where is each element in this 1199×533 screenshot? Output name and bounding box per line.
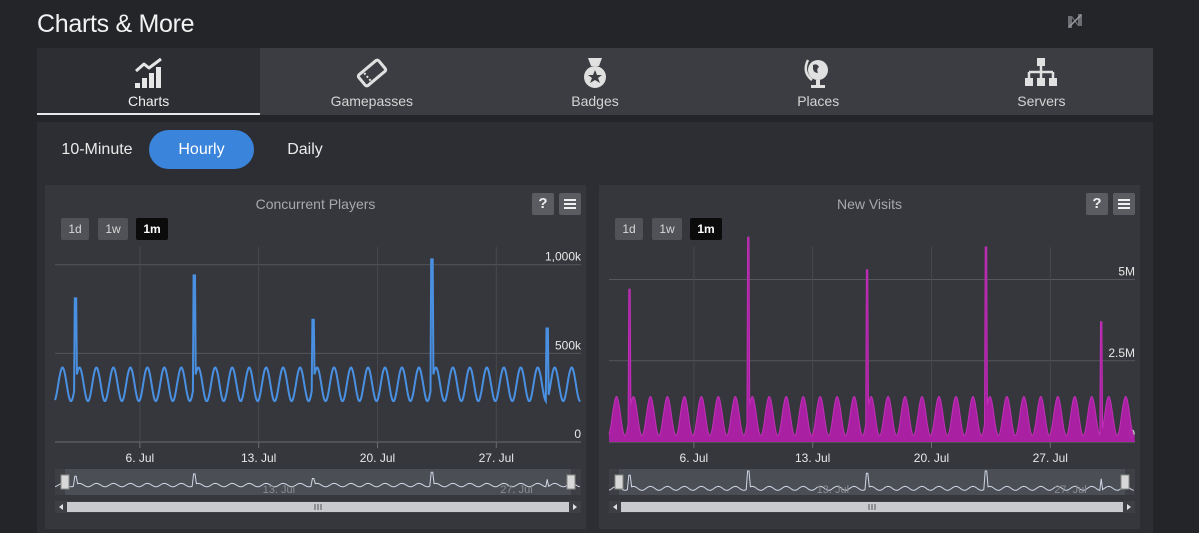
x-tick-label: 20. Jul	[360, 451, 395, 465]
navigator-handle-left[interactable]	[614, 474, 624, 490]
range-1m-button[interactable]: 1m	[136, 218, 168, 240]
y-tick-label: 1,000k	[545, 250, 582, 264]
tab-charts[interactable]: Charts	[37, 48, 261, 115]
hamburger-icon	[564, 199, 576, 209]
tab-label: Badges	[571, 93, 619, 109]
page-title: Charts & More	[37, 10, 195, 38]
range-1d-button[interactable]: 1d	[61, 218, 89, 240]
navigator-label: 13. Jul	[817, 484, 849, 496]
series-line	[54, 258, 581, 405]
series-line	[608, 236, 1135, 436]
x-tick-label: 27. Jul	[1033, 451, 1068, 465]
interval-hourly[interactable]: Hourly	[149, 130, 254, 169]
x-tick-label: 20. Jul	[914, 451, 949, 465]
chart-panel-concurrent-players: 0 500k 1,000k 6. Jul 13. Jul 20. Jul 27. Jul 13…	[45, 185, 586, 529]
menu-button[interactable]	[1113, 193, 1135, 215]
menu-button[interactable]	[559, 193, 581, 215]
concurrent-players-chart: 0 500k 1,000k 6. Jul 13. Jul 20. Jul 27. Jul 13…	[54, 247, 582, 513]
range-1m-button[interactable]: 1m	[690, 218, 722, 240]
tab-label: Gamepasses	[330, 93, 414, 109]
tab-places[interactable]: Places	[707, 48, 930, 115]
n-logo-icon	[1068, 14, 1082, 28]
navigator-handle-left[interactable]	[60, 474, 70, 490]
tab-label: Charts	[127, 93, 170, 109]
y-tick-label: 0	[574, 427, 581, 441]
tab-gamepasses[interactable]: Gamepasses	[260, 48, 483, 115]
bar-chart-icon	[134, 57, 162, 88]
interval-daily[interactable]: Daily	[287, 141, 323, 158]
navigator-handle-right[interactable]	[566, 474, 576, 490]
sitemap-icon	[1025, 58, 1058, 86]
chart-title: Concurrent Players	[255, 196, 376, 212]
scroll-left-arrow[interactable]	[613, 504, 617, 510]
y-tick-label: 2.5M	[1108, 346, 1135, 360]
x-tick-label: 6. Jul	[680, 451, 709, 465]
x-tick-label: 13. Jul	[241, 451, 276, 465]
range-1w-button[interactable]: 1w	[98, 218, 128, 240]
hamburger-icon	[1118, 199, 1130, 209]
x-tick-label: 13. Jul	[795, 451, 830, 465]
help-button[interactable]: ?	[532, 193, 554, 215]
ticket-icon	[356, 58, 387, 88]
tab-label: Places	[797, 93, 840, 109]
medal-icon	[584, 58, 606, 88]
y-tick-label: 500k	[555, 338, 582, 352]
series-area	[609, 237, 1135, 442]
navigator-series	[608, 470, 1134, 491]
chart-title: New Visits	[836, 196, 903, 212]
navigator-selection	[65, 469, 571, 495]
navigator-selection	[619, 469, 1125, 495]
range-1w-button[interactable]: 1w	[652, 218, 682, 240]
y-tick-label: 5M	[1118, 265, 1135, 279]
navigator-label: 27. Jul	[500, 484, 532, 496]
navigator-label: 13. Jul	[263, 484, 295, 496]
globe-icon	[804, 59, 829, 88]
tab-servers[interactable]: Servers	[930, 48, 1153, 115]
range-1d-button[interactable]: 1d	[615, 218, 643, 240]
tab-bar: Charts Gamepasses Badges Places	[37, 48, 1153, 115]
navigator-handle-right[interactable]	[1120, 474, 1130, 490]
x-tick-label: 6. Jul	[126, 451, 155, 465]
x-tick-label: 27. Jul	[479, 451, 514, 465]
scroll-left-arrow[interactable]	[59, 504, 63, 510]
tab-label: Servers	[1017, 93, 1066, 109]
navigator-series	[54, 471, 580, 488]
tab-badges[interactable]: Badges	[483, 48, 706, 115]
interval-10-minute[interactable]: 10-Minute	[61, 141, 133, 158]
scroll-right-arrow[interactable]	[573, 504, 577, 510]
navigator-label: 27. Jul	[1054, 484, 1086, 496]
help-button[interactable]: ?	[1086, 193, 1108, 215]
charts-content: 10-Minute Hourly Daily 0 500k 1,000k 6. Jul…	[37, 122, 1153, 533]
scroll-right-arrow[interactable]	[1127, 504, 1131, 510]
